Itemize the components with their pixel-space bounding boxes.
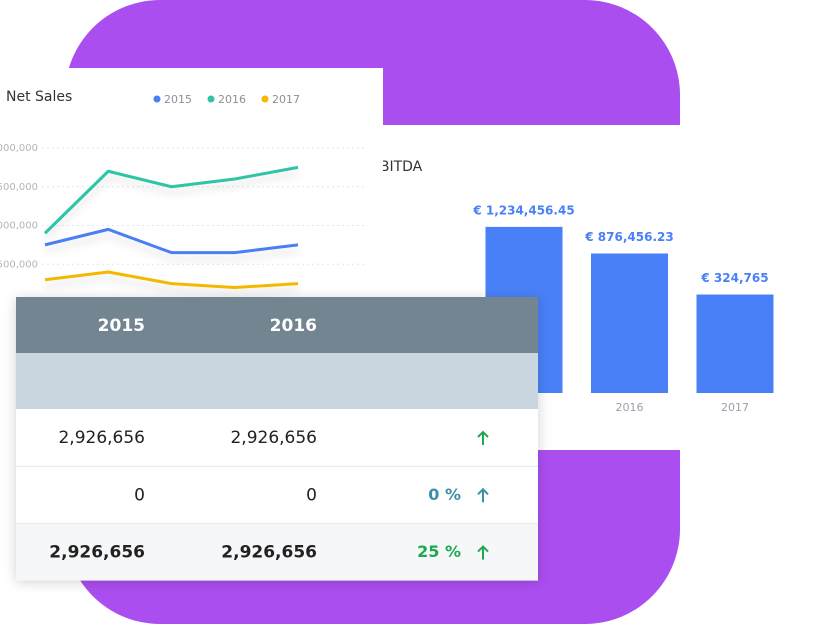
up-arrow-icon [477,545,489,560]
chart-title: Net Sales [6,89,72,105]
line-series [44,227,299,255]
legend-dot [153,95,161,103]
change-percent: 0 % [428,485,461,504]
bar [591,253,668,393]
table-cell: 2,926,656 [49,543,145,563]
line-series [43,165,299,235]
table-header [16,297,538,353]
y-tick-label: 500,000 [0,259,38,270]
y-tick-label: 1,500,000 [0,182,38,193]
bar-value-label: € 324,765 [700,271,768,285]
legend-label: 2017 [272,93,300,106]
legend-label: 2015 [164,93,192,106]
change-percent: 25 % [417,542,461,561]
line-series [44,270,299,289]
y-tick-label: 1,000,000 [0,221,38,232]
table-cell: 2,926,656 [58,428,145,448]
bar [696,294,774,393]
y-tick-label: 2,000,000 [0,143,38,154]
table-cell: 0 [306,485,317,505]
table-cell: 2,926,656 [230,428,317,448]
total-row-background [16,523,538,581]
x-tick-label: 2017 [721,401,749,414]
legend-dot [207,95,215,103]
x-tick-label: 2016 [616,401,644,414]
legend-label: 2016 [218,93,246,106]
legend-dot [261,95,269,103]
up-arrow-icon [477,487,489,503]
column-header: 2016 [270,316,317,336]
table-cell: 2,926,656 [221,543,317,563]
bar-value-label: € 876,456.23 [584,230,673,244]
chart-title: EBITDA [371,159,423,175]
column-header: 2015 [98,316,145,336]
up-arrow-icon [477,430,489,445]
table-cell: 0 [134,485,145,505]
table: 2015 2016 2,926,656 2,926,656 0 0 0 % 2,926,656… [16,297,538,581]
bar-value-label: € 1,234,456.45 [472,203,574,217]
table-subheader [16,353,538,409]
